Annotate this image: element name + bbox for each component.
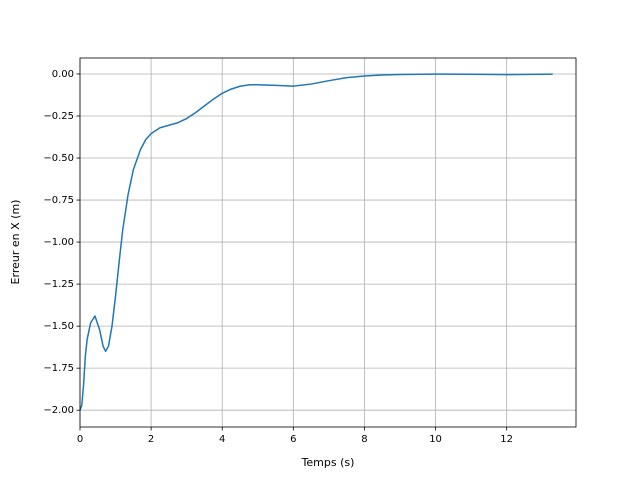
plot-frame (79, 57, 577, 428)
y-tick-label: −0.75 (43, 195, 74, 206)
x-tick-label: 8 (361, 434, 367, 445)
y-tick-label: −0.25 (43, 111, 74, 122)
data-line (79, 73, 553, 411)
y-tick-label: −0.50 (43, 153, 74, 164)
x-tick-label: 10 (429, 434, 442, 445)
y-tick-label: −1.00 (43, 237, 74, 248)
x-tick-label: 2 (148, 434, 154, 445)
y-tick-label: −1.25 (43, 279, 74, 290)
y-tick-label: 0.00 (52, 69, 74, 80)
x-tick-label: 4 (219, 434, 225, 445)
x-tick-label: 12 (500, 434, 513, 445)
x-axis-label: Temps (s) (301, 456, 355, 469)
y-tick-label: −2.00 (43, 405, 74, 416)
x-tick-label: 0 (77, 434, 83, 445)
y-tick-label: −1.50 (43, 321, 74, 332)
y-tick-label: −1.75 (43, 363, 74, 374)
x-tick-label: 6 (290, 434, 296, 445)
y-axis-label: Erreur en X (m) (9, 200, 22, 285)
